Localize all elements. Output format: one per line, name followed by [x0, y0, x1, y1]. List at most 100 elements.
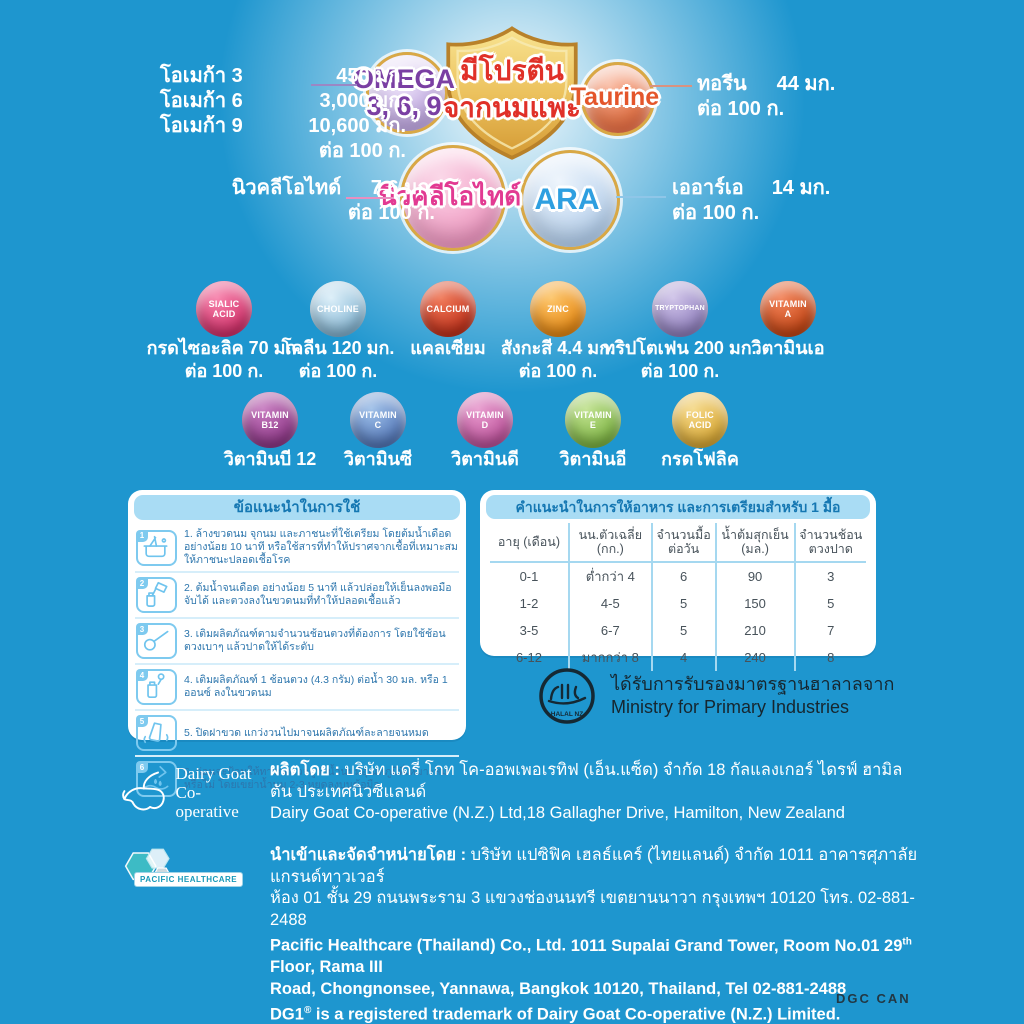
folic-acid-label: กรดโฟลิค [610, 448, 790, 471]
importer-prefix: นำเข้าและจัดจำหน่ายโดย : [270, 846, 467, 864]
zinc-value: สังกะสี 4.4 มก. [500, 338, 616, 358]
halal-line-thai: ได้รับการรับรองมาตรฐานฮาลาลจาก [611, 674, 895, 694]
ara-stat: เออาร์เอ 14 มก. ต่อ 100 ก. [672, 176, 830, 226]
r2-water: 150 [714, 590, 795, 617]
feeding-row-3: 3-5 6-7 5 210 7 [490, 617, 866, 644]
add-scoop-to-bottle-icon: 4 [136, 669, 177, 705]
vitamin-a-label: วิตามินเอ [698, 337, 878, 360]
sialic-acid-ball-text: SIALIC [208, 299, 240, 309]
nucleotide-badge-label: นิวคลีโอไทด์ [378, 181, 522, 211]
importer-trademark-line: DG1® is a registered trademark of Dairy … [270, 1000, 930, 1024]
r4-weight: มากกว่า 8 [567, 644, 652, 671]
r2-age: 1-2 [519, 596, 539, 611]
omega-badge-line2: 3, 6, 9 [366, 91, 442, 121]
halal-certification: HALAL NZ ได้รับการรับรองมาตรฐานฮาลาลจาก … [537, 666, 894, 726]
vitamin-c-ball: VITAMIN C [350, 392, 406, 448]
sialic-acid-label: กรดไซอะลิค 70 มก. ต่อ 100 ก. [134, 337, 314, 383]
usage-step-1: 1 1. ล้างขวดนม จุกนม และภาชนะที่ใช้เตรีย… [135, 524, 459, 571]
r2-scoops: 5 [793, 590, 866, 617]
vitamin-b12-ball-text: VITAMIN [251, 410, 289, 420]
omega6-row: โอเมก้า 6 3,000 มก. [160, 89, 406, 114]
r1-weight: ต่ำกว่า 4 [567, 562, 652, 590]
feeding-table: อายุ (เดือน) นน.ตัวเฉลี่ย (กก.) จำนวนมื้อ… [490, 523, 866, 671]
manufacturer-thai-rest: บริษัท แดรี่ โกท โค-ออพเพอเรทิฟ (เอ็น.แซ… [270, 761, 903, 801]
trademark-reg-symbol: ® [303, 1005, 312, 1016]
vitamin-e-ball-text: VITAMIN [574, 410, 612, 420]
tryptophan-value: ทริปโตเฟน 200 มก. [603, 338, 757, 358]
importer-line3-sup: th [902, 936, 912, 947]
vitamin-b12-ball: VITAMIN B12 [242, 392, 298, 448]
ara-name: เออาร์เอ [672, 177, 744, 199]
vitamin-a-ball-text2: A [784, 309, 792, 319]
boil-pour-water-icon: 2 [136, 577, 177, 613]
nucleotide-row: นิวคลีโอไทด์ 7.6 มก. [185, 176, 435, 201]
vitamin-e-ball: VITAMIN E [565, 392, 621, 448]
step-2-number: 2 [136, 577, 148, 589]
taurine-badge-ball [581, 62, 655, 136]
nucleotide-badge-ball [400, 145, 506, 251]
col-water-l1: น้ำต้มสุกเย็น [721, 528, 789, 542]
col-weight: นน.ตัวเฉลี่ย (กก.) [567, 523, 652, 563]
col-weight-l2: (กก.) [596, 542, 624, 556]
r3-age: 3-5 [519, 623, 539, 638]
halal-text: ได้รับการรับรองมาตรฐานฮาลาลจาก Ministry … [611, 673, 894, 719]
step-5-number: 5 [136, 715, 148, 727]
omega-badge-ball [366, 52, 448, 134]
r1-scoops: 3 [793, 562, 866, 590]
col-water: น้ำต้มสุกเย็น (มล.) [714, 523, 795, 563]
step-4-number: 4 [136, 669, 148, 681]
vitamin-a-value: วิตามินเอ [751, 338, 825, 358]
ara-badge-ball [520, 150, 620, 250]
manufacturer-line-english: Dairy Goat Co-operative (N.Z.) Ltd,18 Ga… [270, 804, 845, 822]
usage-instructions-box: ข้อแนะนำในการใช้ 1 1. ล้างขวดนม จุกนม แล… [128, 490, 466, 797]
col-meals-l1: จำนวนมื้อ [656, 528, 711, 542]
col-scoops: จำนวนช้อน ตวงปาด [793, 523, 866, 563]
nucleotide-name: นิวคลีโอไทด์ [231, 177, 342, 199]
vitamin-d-label: วิตามินดี [395, 448, 575, 471]
manufacturer-text: ผลิตโดย : บริษัท แดรี่ โกท โค-ออพเพอเรทิ… [270, 760, 920, 825]
zinc-label: สังกะสี 4.4 มก. ต่อ 100 ก. [468, 337, 648, 383]
omega6-value: 3,000 มก. [319, 90, 406, 112]
test-temperature-wrist-icon: 6 [136, 761, 177, 797]
r3-weight: 6-7 [567, 617, 652, 644]
r3-scoops: 7 [793, 617, 866, 644]
zinc-ball-text: ZINC [547, 304, 569, 314]
manufacturer-prefix: ผลิตโดย : [270, 761, 340, 779]
col-scoops-l2: ตวงปาด [808, 542, 853, 556]
omega3-value: 450 มก. [336, 65, 406, 87]
omega3-row: โอเมก้า 3 450 มก. [160, 64, 406, 89]
choline-ball: CHOLINE [310, 281, 366, 337]
step-6-number: 6 [136, 761, 148, 773]
sialic-acid-ball-text2: ACID [212, 309, 236, 319]
usage-step-4-text: 4. เติมผลิตภัณฑ์ 1 ช้อนตวง (4.3 กรัม) ต่… [184, 674, 448, 699]
vitamin-b12-label: วิตามินบี 12 [180, 448, 360, 471]
taurine-value: 44 มก. [776, 73, 836, 95]
goat-head-icon [122, 771, 165, 811]
gold-shield-icon [446, 26, 578, 160]
feeding-row-1: 0-1 ต่ำกว่า 4 6 90 3 [490, 562, 866, 590]
feeding-row-2: 1-2 4-5 5 150 5 [490, 590, 866, 617]
folic-acid-value: กรดโฟลิค [661, 449, 739, 469]
ara-row: เออาร์เอ 14 มก. [672, 176, 830, 201]
trademark-rest: is a registered trademark of Dairy Goat … [311, 1005, 841, 1024]
vitamin-d-ball-text2: D [481, 420, 489, 430]
footer-code: DGC CAN [836, 991, 911, 1006]
level-scoop-icon: 3 [136, 623, 177, 659]
usage-step-2-text: 2. ต้มน้ำจนเดือด อย่างน้อย 5 นาที แล้วปล… [184, 582, 452, 607]
taurine-badge-label: Taurine [570, 83, 660, 111]
calcium-ball-text: CALCIUM [426, 304, 470, 314]
usage-box-title: ข้อแนะนำในการใช้ [134, 495, 460, 520]
importer-line2: ห้อง 01 ชั้น 29 ถนนพระราม 3 แขวงช่องนนทร… [270, 889, 915, 929]
sterilize-bottles-icon: 1 [136, 529, 177, 566]
sialic-acid-value: กรดไซอะลิค 70 มก. [146, 338, 302, 358]
col-weight-l1: นน.ตัวเฉลี่ย [578, 528, 643, 542]
halal-nz-text: HALAL NZ [551, 711, 583, 718]
vitamin-a-ball-text: VITAMIN [769, 299, 807, 309]
step-3-number: 3 [136, 623, 148, 635]
feeding-guide-box: คำแนะนำในการให้อาหาร และการเตรียมสำหรับ … [480, 490, 876, 671]
dairy-goat-logo-text: Dairy Goat Co-operative [176, 764, 261, 821]
vitamin-d-ball-text: VITAMIN [466, 410, 504, 420]
tryptophan-ball: TRYPTOPHAN [652, 281, 708, 337]
r1-meals: 6 [650, 562, 716, 590]
